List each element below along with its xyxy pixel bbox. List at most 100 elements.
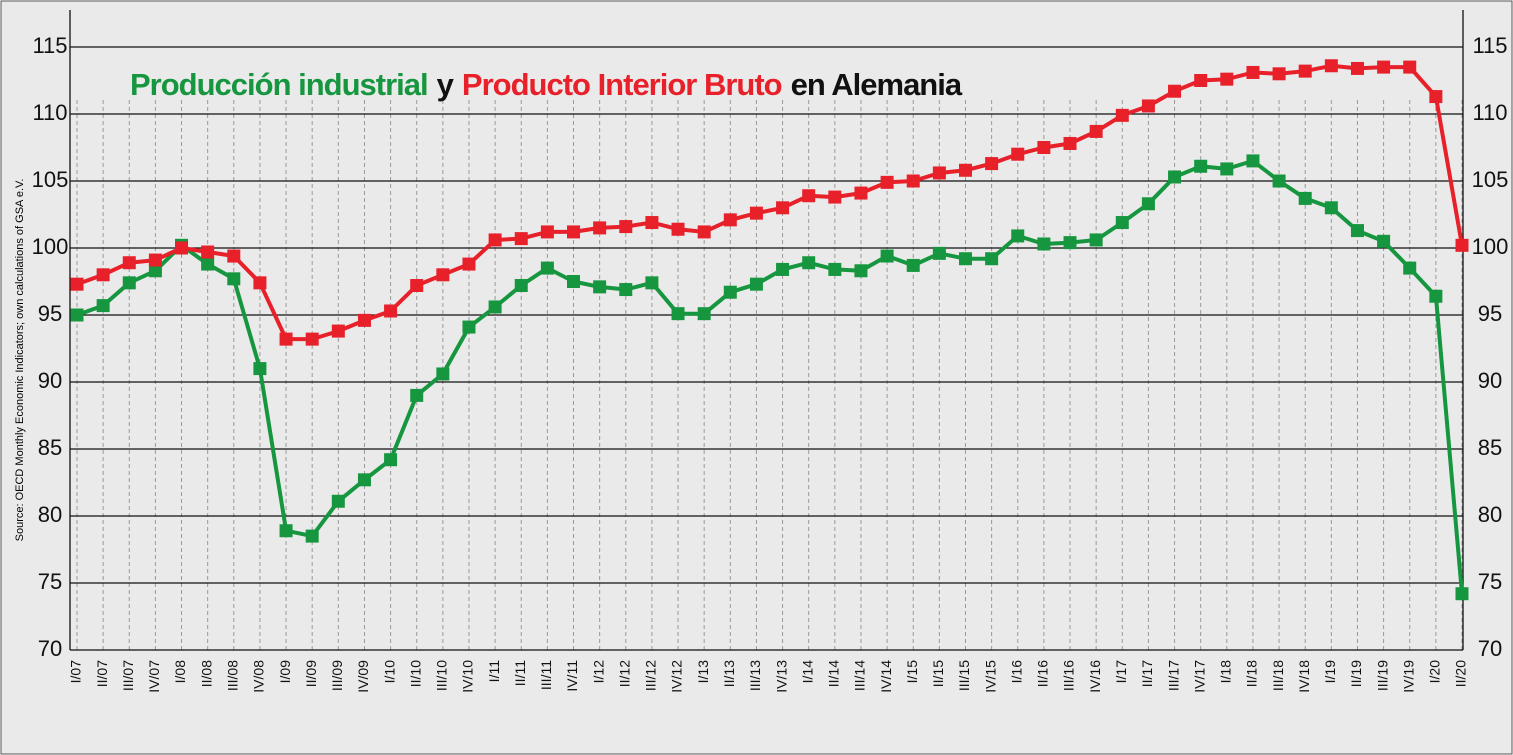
data-point [1168,170,1182,184]
data-point [331,324,345,338]
data-point [175,241,189,255]
data-point [1298,64,1312,78]
y-tick-label: 115 [32,33,67,58]
y-tick-label: 110 [32,100,67,125]
data-point [253,276,267,290]
x-tick-label: II/09 [303,660,319,687]
data-point [906,174,920,188]
data-point [802,256,816,270]
y-tick-label: 95 [38,301,62,326]
data-point [1063,236,1077,250]
x-tick-label: II/16 [1035,660,1051,687]
y-tick-label-right: 85 [1478,435,1502,460]
y-tick-label-right: 110 [1472,100,1507,125]
x-tick-label: II/19 [1348,660,1364,687]
x-tick-label: II/18 [1244,660,1260,687]
x-tick-label: IV/19 [1400,660,1416,693]
y-tick-label: 85 [38,435,62,460]
data-point [122,256,136,270]
data-point [1011,229,1025,243]
data-point [828,262,842,276]
data-point [776,201,790,215]
x-tick-label: II/20 [1453,660,1469,687]
data-point [384,453,398,467]
source-note: Source: OECD Monthly Economic Indicators… [14,179,26,542]
x-tick-label: I/10 [381,660,397,684]
data-point [1246,154,1260,168]
data-point [1350,224,1364,238]
data-point [514,279,528,293]
x-tick-label: I/19 [1322,660,1338,684]
data-point [671,222,685,236]
x-tick-label: I/20 [1427,660,1443,684]
data-point [1455,587,1469,601]
data-point [540,225,554,239]
x-tick-label: II/15 [930,660,946,687]
y-tick-label-right: 100 [1472,234,1509,259]
x-tick-label: III/18 [1270,660,1286,691]
y-tick-label: 105 [32,167,69,192]
data-point [540,261,554,275]
data-point [1089,124,1103,138]
data-point [488,233,502,247]
data-point [1377,60,1391,74]
data-point [1141,197,1155,211]
data-point [567,275,581,288]
data-point [776,262,790,276]
x-tick-label: I/15 [904,660,920,684]
data-point [749,206,763,220]
data-point [1403,60,1417,74]
y-tick-label: 90 [38,368,62,393]
data-point [880,249,894,263]
x-tick-label: I/09 [277,660,293,684]
y-tick-label: 75 [38,569,62,594]
x-tick-label: I/07 [68,660,84,684]
data-point [462,257,476,271]
y-tick-label-right: 115 [1472,33,1507,58]
data-point [305,332,319,346]
data-point [749,277,763,291]
x-tick-label: IV/07 [146,660,162,693]
x-tick-label: II/14 [826,660,842,687]
data-point [645,216,659,230]
x-tick-label: I/16 [1008,660,1024,684]
x-tick-label: II/17 [1139,660,1155,687]
x-tick-label: IV/14 [878,660,894,693]
data-point [828,190,842,204]
x-tick-label: I/14 [799,660,815,684]
title-series-1: Producción industrial [130,67,428,102]
title-suffix: en Alemania [791,67,963,102]
data-point [932,166,946,180]
x-tick-label: III/19 [1374,660,1390,691]
data-point [1429,289,1443,303]
y-tick-label: 80 [38,502,62,527]
data-point [985,252,999,266]
data-point [593,221,607,235]
x-tick-label: I/17 [1113,660,1129,684]
data-point [462,320,476,334]
x-tick-label: II/10 [407,660,423,687]
data-point [1037,237,1051,251]
data-point [958,163,972,177]
x-tick-label: III/11 [538,660,554,690]
data-point [1324,201,1338,215]
data-point [1220,72,1234,86]
data-point [96,268,110,282]
y-tick-label-right: 70 [1478,636,1502,661]
data-point [148,264,162,278]
data-point [1037,141,1051,154]
data-point [906,258,920,272]
data-point [593,280,607,294]
x-tick-label: III/15 [956,660,972,691]
title-series-2: Producto Interior Bruto [462,67,782,102]
x-tick-label: II/08 [198,660,214,687]
data-point [1272,174,1286,188]
x-tick-label: III/17 [1165,660,1181,691]
data-point [384,304,398,318]
data-point [645,276,659,290]
y-tick-label-right: 105 [1472,167,1509,192]
x-tick-label: II/07 [94,660,110,687]
data-point [488,300,502,314]
data-point [279,332,293,346]
